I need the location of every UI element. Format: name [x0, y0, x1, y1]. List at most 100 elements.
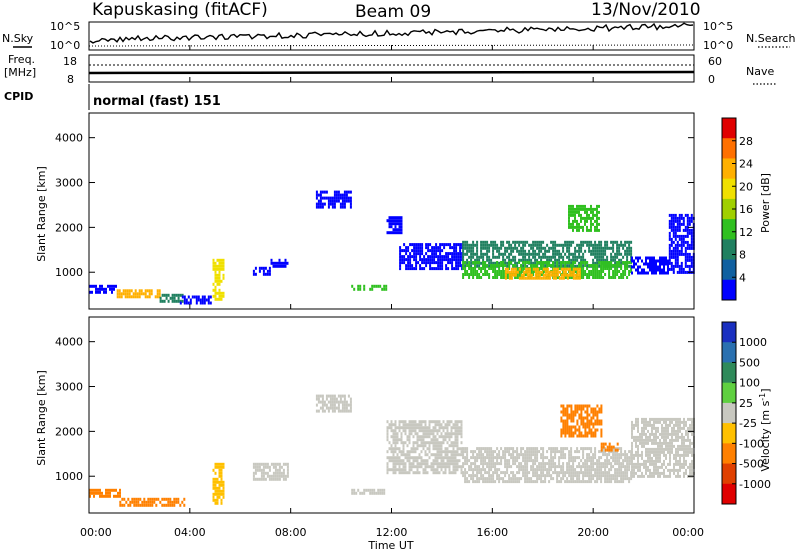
- velocity-echo-cell: [510, 465, 513, 469]
- velocity-echo-cell: [616, 453, 619, 457]
- velocity-echo-cell: [270, 477, 273, 481]
- velocity-echo-cell: [410, 426, 413, 430]
- velocity-echo-cell: [687, 465, 689, 469]
- velocity-echo-cell: [677, 450, 679, 454]
- velocity-echo-cell: [631, 468, 633, 472]
- velocity-echo-cell: [665, 453, 667, 457]
- velocity-echo-cell: [454, 429, 457, 433]
- velocity-echo-cell: [639, 441, 641, 445]
- velocity-echo-cell: [671, 432, 673, 436]
- power-echo-cell: [399, 246, 402, 250]
- velocity-echo-cell: [113, 488, 115, 492]
- power-echo-cell: [323, 202, 326, 206]
- power-echo-cell: [502, 267, 505, 270]
- velocity-echo-cell: [534, 447, 537, 451]
- power-echo-cell: [222, 273, 225, 277]
- power-echo-cell: [576, 276, 579, 280]
- power-echo-cell: [163, 293, 166, 297]
- power-echo-cell: [690, 234, 693, 238]
- power-echo-cell: [580, 213, 582, 217]
- velocity-echo-cell: [671, 450, 673, 454]
- power-echo-cell: [684, 234, 687, 238]
- power-echo-cell: [148, 292, 151, 296]
- velocity-echo-cell: [633, 465, 635, 469]
- power-echo-cell: [317, 193, 320, 197]
- power-echo-cell: [526, 270, 529, 274]
- velocity-echo-cell: [620, 456, 623, 460]
- power-echo-cell: [488, 258, 491, 262]
- velocity-echo-cell: [418, 420, 421, 424]
- velocity-echo-cell: [392, 438, 395, 442]
- power-echo-cell: [672, 231, 675, 235]
- velocity-echo-cell: [452, 462, 455, 466]
- power-echo-cell: [544, 255, 547, 259]
- power-echo-cell: [524, 264, 527, 267]
- power-echo-cell: [682, 216, 685, 220]
- velocity-echo-cell: [504, 480, 507, 484]
- power-echo-cell: [504, 258, 507, 262]
- power-echo-cell: [214, 276, 217, 280]
- power-echo-cell: [578, 249, 581, 253]
- power-echo-cell: [544, 276, 547, 280]
- velocity-echo-cell: [683, 420, 685, 424]
- velocity-echo-cell: [512, 471, 515, 475]
- velocity-echo-cell: [341, 400, 344, 404]
- velocity-echo-cell: [677, 426, 679, 430]
- velocity-echo-cell: [667, 417, 669, 421]
- nave-label: Nave: [746, 65, 774, 78]
- velocity-echo-cell: [337, 394, 340, 398]
- velocity-echo-cell: [446, 462, 449, 466]
- power-echo-cell: [488, 249, 491, 253]
- velocity-echo-cell: [580, 404, 583, 408]
- velocity-echo-cell: [592, 434, 595, 438]
- power-echo-cell: [576, 264, 579, 268]
- power-echo-cell: [560, 255, 563, 259]
- power-echo-cell: [113, 287, 115, 291]
- power-echo-cell: [661, 271, 663, 275]
- power-echo-cell: [594, 252, 597, 256]
- power-echo-cell: [600, 249, 603, 253]
- velocity-echo-cell: [655, 468, 657, 472]
- velocity-echo-cell: [649, 456, 651, 460]
- velocity-echo-cell: [578, 477, 581, 481]
- power-echo-cell: [453, 243, 456, 247]
- velocity-echo-cell: [622, 471, 625, 475]
- velocity-echo-cell: [406, 423, 409, 427]
- power-echo-cell: [628, 273, 631, 276]
- power-echo-cell: [628, 252, 631, 256]
- power-echo-cell: [688, 246, 691, 250]
- velocity-echo-cell: [522, 468, 525, 472]
- velocity-echo-cell: [562, 413, 565, 417]
- power-echo-cell: [415, 249, 418, 253]
- velocity-echo-cell: [444, 426, 447, 430]
- power-echo-cell: [596, 246, 599, 250]
- velocity-echo-cell: [464, 480, 467, 484]
- power-echo-cell: [655, 259, 657, 263]
- power-echo-cell: [396, 231, 399, 235]
- velocity-echo-cell: [472, 456, 475, 460]
- velocity-echo-cell: [408, 420, 411, 424]
- power-echo-cell: [476, 273, 479, 276]
- power-echo-cell: [504, 252, 507, 256]
- power-echo-cell: [181, 293, 184, 297]
- power-echo-cell: [437, 246, 440, 250]
- power-echo-cell: [614, 252, 617, 256]
- velocity-y-tick-label: 3000: [55, 381, 83, 394]
- power-echo-cell: [394, 228, 397, 232]
- power-echo-cell: [441, 249, 444, 253]
- velocity-echo-cell: [406, 438, 409, 442]
- velocity-echo-cell: [643, 423, 645, 427]
- power-echo-cell: [409, 252, 412, 256]
- velocity-echo-cell: [456, 447, 459, 451]
- power-echo-cell: [353, 287, 356, 291]
- velocity-echo-cell: [528, 477, 531, 481]
- power-echo-cell: [552, 243, 555, 247]
- velocity-echo-cell: [578, 428, 581, 432]
- velocity-echo-cell: [584, 462, 587, 466]
- power-echo-cell: [574, 270, 577, 273]
- velocity-echo-cell: [212, 498, 215, 502]
- power-echo-cell: [680, 249, 683, 253]
- velocity-echo-cell: [450, 435, 453, 439]
- power-echo-cell: [674, 258, 677, 262]
- velocity-echo-cell: [398, 456, 401, 460]
